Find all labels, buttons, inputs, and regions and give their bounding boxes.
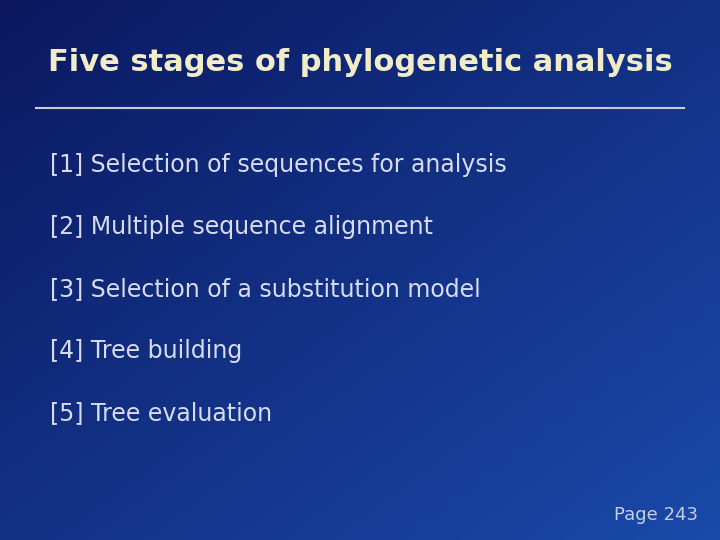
Text: [2] Multiple sequence alignment: [2] Multiple sequence alignment (50, 215, 433, 239)
Text: [3] Selection of a substitution model: [3] Selection of a substitution model (50, 277, 481, 301)
Text: [4] Tree building: [4] Tree building (50, 339, 243, 363)
Text: [1] Selection of sequences for analysis: [1] Selection of sequences for analysis (50, 153, 507, 177)
Text: Page 243: Page 243 (614, 506, 698, 524)
Text: Five stages of phylogenetic analysis: Five stages of phylogenetic analysis (48, 48, 672, 77)
Text: [5] Tree evaluation: [5] Tree evaluation (50, 401, 273, 425)
